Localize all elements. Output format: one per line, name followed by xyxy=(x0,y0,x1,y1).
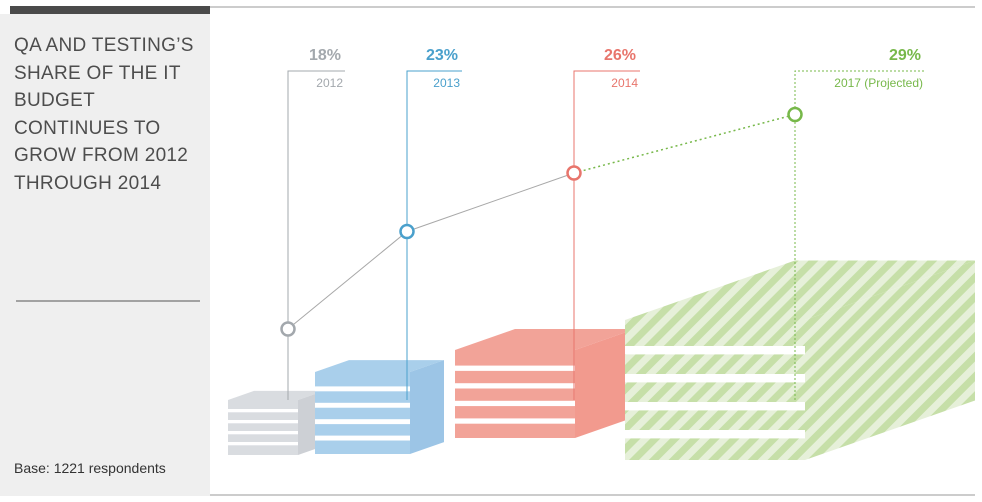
leader-line xyxy=(794,70,925,400)
stack-side xyxy=(805,260,975,460)
stack-side xyxy=(575,329,635,438)
data-point xyxy=(280,321,296,337)
stack-stripe xyxy=(455,418,575,424)
value-label: 18% xyxy=(309,47,341,64)
year-label: 2013 xyxy=(433,76,460,90)
side-panel: QA AND TESTING’S SHARE OF THE IT BUDGET … xyxy=(0,14,210,496)
stack-stripe xyxy=(228,431,298,435)
stack-stripe xyxy=(455,365,575,371)
value-label: 29% xyxy=(889,47,921,64)
stack-top xyxy=(625,260,975,320)
stack-stripe xyxy=(455,400,575,407)
top-bar xyxy=(10,6,210,14)
stack-stripe xyxy=(315,435,410,441)
year-label: 2017 (Projected) xyxy=(834,76,923,90)
trend-line xyxy=(287,172,575,330)
leader-line xyxy=(406,70,462,400)
stack-stripe xyxy=(228,442,298,446)
year-label: 2014 xyxy=(611,76,638,90)
stack-front xyxy=(228,400,298,455)
plot: 18% 2012 23% 2013 26% 2014 29% 2017 (Projected) xyxy=(280,47,925,400)
stack-top xyxy=(228,390,324,400)
stack-stripe xyxy=(625,430,805,439)
money-stacks xyxy=(228,260,975,460)
stack-stripe xyxy=(315,386,410,392)
data-point xyxy=(787,106,803,123)
stack-stripe xyxy=(625,374,805,383)
data-point xyxy=(566,165,582,181)
stack-side xyxy=(410,360,444,454)
projected-line xyxy=(573,113,796,174)
value-label: 26% xyxy=(604,47,636,64)
stack-stripe xyxy=(228,420,298,424)
stack-front xyxy=(625,320,805,460)
stack-top xyxy=(315,360,444,372)
base-note: Base: 1221 respondents xyxy=(14,460,166,476)
leader-line xyxy=(287,70,345,400)
stack-front xyxy=(455,350,575,438)
stack-stripe xyxy=(625,402,805,411)
leader-line xyxy=(573,70,640,400)
value-label: 23% xyxy=(426,47,458,64)
data-point xyxy=(399,223,415,240)
stack-stripe xyxy=(315,402,410,408)
stack-front xyxy=(315,372,410,454)
stack-stripe xyxy=(315,419,410,425)
year-label: 2012 xyxy=(316,76,343,90)
stack-stripe xyxy=(455,383,575,389)
stack-stripe xyxy=(228,409,298,413)
chart-title: QA AND TESTING’S SHARE OF THE IT BUDGET … xyxy=(14,35,194,194)
stack-stripe xyxy=(625,346,805,355)
